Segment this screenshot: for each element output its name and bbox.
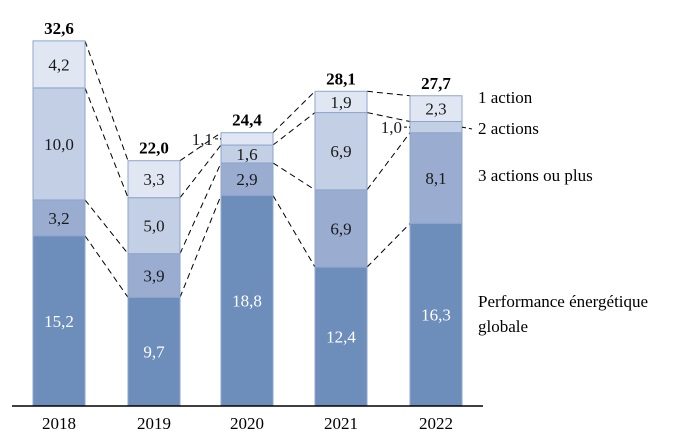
segment-label: 9,7 [143, 343, 165, 362]
bar-total-label: 28,1 [326, 69, 356, 88]
segment-label: 3,9 [143, 267, 164, 286]
legend-label: 3 actions ou plus [478, 166, 593, 185]
x-tick-label: 2018 [42, 414, 76, 433]
segment-label: 3,3 [143, 170, 164, 189]
segment-label: 18,8 [232, 292, 262, 311]
bar-segment [127, 253, 181, 298]
bar-segment [32, 199, 86, 237]
bar-segment [314, 112, 368, 191]
connector-line [366, 223, 411, 268]
bar-segment [32, 87, 86, 201]
connector-line [179, 144, 222, 198]
segment-label: 10,0 [44, 135, 74, 154]
connector-line [179, 195, 222, 298]
connector-line [179, 162, 222, 254]
bar-segment [409, 132, 463, 224]
segment-label: 5,0 [143, 217, 164, 236]
segment-label: 1,1 [192, 130, 213, 149]
connector-line [366, 132, 411, 191]
bar-segment [409, 121, 463, 134]
legend-label: Performance énergétique [478, 292, 648, 311]
segment-label: 2,9 [236, 170, 257, 189]
bar-total-label: 27,7 [421, 74, 451, 93]
legend-label: 1 action [478, 88, 533, 107]
legend-leader-line [461, 126, 473, 130]
segment-label: 3,2 [48, 209, 69, 228]
segment-label: 1,6 [236, 145, 257, 164]
connector-line [84, 235, 129, 298]
legend-label: globale [478, 317, 528, 336]
segment-label: 6,9 [330, 219, 351, 238]
segment-label: 12,4 [326, 328, 356, 347]
connector-line [84, 87, 129, 198]
bar-segment [409, 95, 463, 123]
bar-segment [220, 194, 274, 407]
connector-line [366, 112, 411, 123]
segment-label: 1,0 [381, 118, 402, 137]
segment-label: 16,3 [421, 306, 451, 325]
bar-total-label: 24,4 [232, 111, 262, 130]
bar-segment [314, 90, 368, 114]
connector-line [84, 199, 129, 254]
connector-line [272, 162, 316, 191]
connector-line [272, 195, 316, 268]
bar-segment [127, 160, 181, 199]
segment-label: 6,9 [330, 142, 351, 161]
x-tick-label: 2022 [419, 414, 453, 433]
connector-line [272, 90, 316, 134]
bar-total-label: 32,6 [44, 19, 74, 38]
bar-segment [127, 197, 181, 255]
bar-segment [32, 40, 86, 89]
bar-segment [32, 235, 86, 407]
x-tick-label: 2021 [324, 414, 358, 433]
x-tick-label: 2020 [230, 414, 264, 433]
segment-label: 4,2 [48, 55, 69, 74]
connector-line [84, 40, 129, 161]
x-tick-label: 2019 [137, 414, 171, 433]
connector-line [366, 90, 411, 97]
segment-label: 2,3 [425, 100, 446, 119]
bar-total-label: 22,0 [139, 139, 169, 158]
bar-segment [314, 266, 368, 407]
segment-label: 15,2 [44, 312, 74, 331]
bar-segment [220, 132, 274, 146]
connector-line [272, 112, 316, 146]
segment-label: 8,1 [425, 169, 446, 188]
segment-label: 1,9 [330, 93, 351, 112]
legend-label: 2 actions [478, 119, 539, 138]
connector-line [179, 132, 222, 162]
